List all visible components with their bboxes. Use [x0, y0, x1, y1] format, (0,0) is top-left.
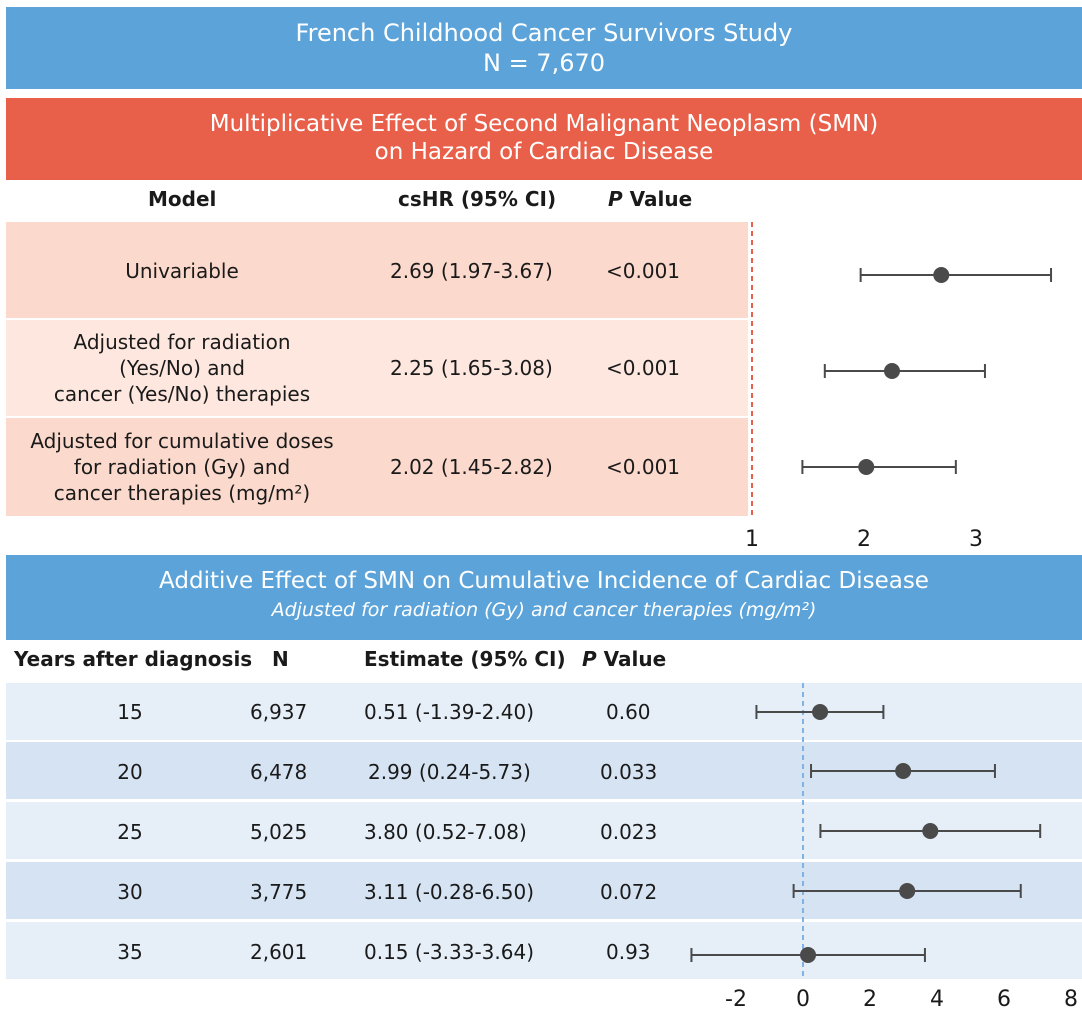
- mult-point-1: [884, 363, 900, 379]
- mult-model-2: Adjusted for cumulative doses for radiat…: [6, 428, 358, 506]
- additive-banner: Additive Effect of SMN on Cumulative Inc…: [6, 555, 1082, 640]
- mult-model-2-line-3: cancer therapies (mg/m²): [53, 481, 311, 505]
- add-years-1: 20: [117, 760, 143, 784]
- study-title-banner: French Childhood Cancer Survivors Study …: [6, 7, 1082, 89]
- add-years-3: 30: [117, 880, 143, 904]
- add-n-3: 3,775: [250, 880, 308, 904]
- add-years-4: 35: [117, 940, 143, 964]
- add-p-rest: Value: [596, 647, 667, 671]
- add-p-3: 0.072: [600, 880, 658, 904]
- mult-model-1-line-3: cancer (Yes/No) therapies: [53, 382, 311, 406]
- col-header-model: Model: [148, 187, 217, 211]
- add-row-35: [6, 922, 1082, 979]
- mult-model-2-line-1: Adjusted for cumulative doses: [30, 429, 334, 453]
- study-n: N = 7,670: [482, 49, 606, 77]
- mult-p-2: <0.001: [606, 455, 681, 479]
- add-point-4: [800, 947, 817, 963]
- add-est-0: 0.51 (-1.39-2.40): [364, 700, 534, 724]
- mult-point-2: [858, 459, 875, 475]
- add-p-0: 0.60: [606, 700, 651, 724]
- mult-tick-label-0: 1: [745, 527, 759, 552]
- multiplicative-banner: Multiplicative Effect of Second Malignan…: [6, 98, 1082, 180]
- add-point-0: [812, 704, 829, 720]
- add-tick-label-0: -2: [725, 987, 747, 1012]
- p-italic: P: [608, 187, 623, 211]
- add-tick-label-5: 8: [1064, 987, 1078, 1012]
- add-est-2: 3.80 (0.52-7.08): [364, 820, 527, 844]
- mult-model-1: Adjusted for radiation (Yes/No) and canc…: [6, 329, 358, 407]
- mult-model-1-line-1: Adjusted for radiation: [73, 330, 291, 354]
- mult-hr-2: 2.02 (1.45-2.82): [390, 455, 553, 479]
- add-n-0: 6,937: [250, 700, 308, 724]
- add-n-2: 5,025: [250, 820, 308, 844]
- mult-p-1: <0.001: [606, 356, 681, 380]
- additive-subtitle: Adjusted for radiation (Gy) and cancer t…: [271, 599, 817, 621]
- mult-row-adjusted-yes-no: [6, 320, 748, 416]
- col-header-estimate: Estimate (95% CI): [364, 647, 566, 671]
- col-header-cshr: csHR (95% CI): [398, 187, 557, 211]
- mult-p-0: <0.001: [606, 259, 681, 283]
- add-row-15: [6, 683, 1082, 740]
- add-p-2: 0.023: [600, 820, 658, 844]
- add-point-2: [922, 823, 939, 839]
- study-title: French Childhood Cancer Survivors Study: [295, 19, 793, 47]
- mult-model-2-line-2: for radiation (Gy) and: [73, 455, 291, 479]
- mult-tick-label-1: 2: [857, 527, 871, 552]
- mult-model-0-line: Univariable: [125, 259, 239, 283]
- add-years-0: 15: [117, 700, 143, 724]
- add-n-4: 2,601: [250, 940, 308, 964]
- col-header-p-value: P Value: [608, 187, 692, 211]
- mult-hr-0: 2.69 (1.97-3.67): [390, 259, 553, 283]
- mult-row-univariable: [6, 222, 748, 318]
- add-n-1: 6,478: [250, 760, 308, 784]
- mult-point-0: [933, 267, 950, 283]
- col-header-years: Years after diagnosis: [14, 647, 253, 671]
- add-point-3: [899, 883, 916, 899]
- add-est-1: 2.99 (0.24-5.73): [368, 760, 531, 784]
- add-p-4: 0.93: [606, 940, 651, 964]
- p-rest: Value: [622, 187, 693, 211]
- multiplicative-title-line2: on Hazard of Cardiac Disease: [374, 139, 714, 165]
- add-tick-label-4: 6: [997, 987, 1011, 1012]
- mult-hr-1: 2.25 (1.65-3.08): [390, 356, 553, 380]
- mult-tick-label-2: 3: [969, 527, 983, 552]
- mult-model-0: Univariable: [6, 258, 358, 284]
- col-header-add-p-value: P Value: [582, 647, 666, 671]
- add-tick-label-2: 2: [863, 987, 877, 1012]
- add-est-4: 0.15 (-3.33-3.64): [364, 940, 534, 964]
- add-est-3: 3.11 (-0.28-6.50): [364, 880, 534, 904]
- add-tick-label-1: 0: [796, 987, 810, 1012]
- additive-title: Additive Effect of SMN on Cumulative Inc…: [159, 568, 929, 594]
- add-point-1: [895, 763, 912, 779]
- multiplicative-title-line1: Multiplicative Effect of Second Malignan…: [209, 111, 879, 137]
- add-p-1: 0.033: [600, 760, 658, 784]
- col-header-n: N: [272, 647, 289, 671]
- add-years-2: 25: [117, 820, 143, 844]
- add-p-italic: P: [582, 647, 597, 671]
- add-tick-label-3: 4: [930, 987, 944, 1012]
- mult-row-adjusted-cumulative: [6, 418, 748, 516]
- mult-model-1-line-2: (Yes/No) and: [119, 356, 245, 380]
